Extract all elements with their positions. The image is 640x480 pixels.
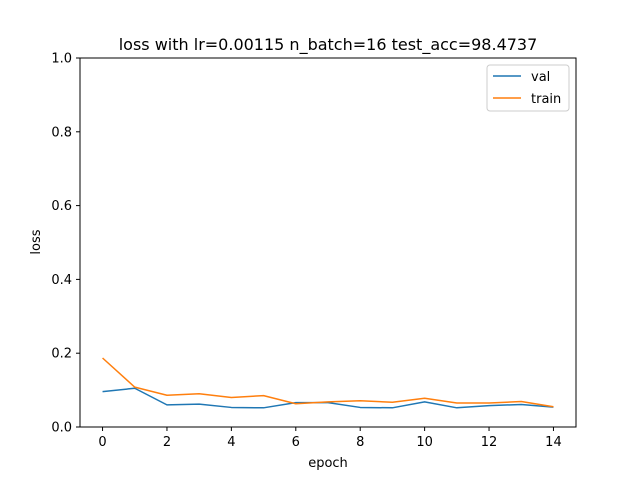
y-axis-label: loss [29, 229, 44, 254]
x-tick-label: 2 [163, 435, 171, 450]
legend-label-val: val [531, 70, 550, 85]
y-tick-label: 0.8 [51, 125, 72, 140]
x-tick-label: 0 [98, 435, 106, 450]
legend-label-train: train [531, 92, 561, 107]
y-tick-label: 0.0 [51, 421, 72, 436]
axes-frame [79, 57, 577, 428]
plot-area [79, 57, 577, 428]
x-tick-label: 6 [292, 435, 300, 450]
series-line-train [102, 357, 554, 408]
y-tick-label: 1.0 [51, 52, 72, 67]
x-tick-label: 12 [481, 435, 498, 450]
y-axis-ticks: 0.0 0.2 0.4 0.6 0.8 1.0 [51, 52, 80, 436]
x-tick-label: 8 [356, 435, 364, 450]
legend: val train [486, 64, 570, 112]
x-tick-label: 10 [416, 435, 433, 450]
chart-title: loss with lr=0.00115 n_batch=16 test_acc… [119, 35, 538, 55]
y-tick-label: 0.2 [51, 347, 72, 362]
x-tick-label: 14 [545, 435, 562, 450]
y-tick-label: 0.4 [51, 273, 72, 288]
x-axis-label: epoch [308, 456, 348, 471]
x-tick-label: 4 [227, 435, 235, 450]
y-tick-label: 0.6 [51, 199, 72, 214]
series-layer [102, 357, 554, 409]
x-axis-ticks: 0 2 4 6 8 10 12 14 [98, 427, 562, 450]
